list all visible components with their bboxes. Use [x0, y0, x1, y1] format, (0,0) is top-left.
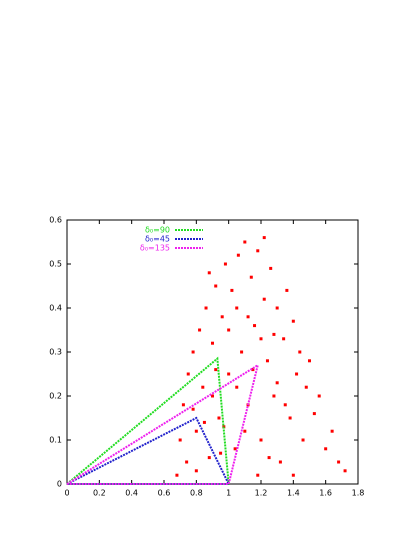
x-tick-label: 0 — [64, 489, 69, 498]
scatter-point — [204, 306, 208, 310]
scatter-point — [219, 451, 223, 455]
scatter-point — [175, 473, 179, 477]
scatter-point — [223, 262, 227, 266]
scatter-point — [235, 306, 239, 310]
scatter-point — [253, 324, 257, 328]
scatter-point — [235, 385, 239, 389]
scatter-point — [304, 385, 308, 389]
line-series — [66, 363, 260, 485]
scatter-point — [262, 297, 266, 301]
scatter-point — [324, 447, 328, 451]
x-tick-label: 0.4 — [125, 489, 138, 498]
scatter-point — [272, 394, 276, 398]
scatter-point — [301, 438, 305, 442]
scatter-point — [343, 469, 347, 473]
line-series — [66, 416, 231, 485]
scatter-point — [275, 381, 279, 385]
legend-label: δ₀=135 — [140, 244, 170, 253]
scatter-point — [295, 372, 299, 376]
scatter-point — [233, 447, 237, 451]
scatter-point — [272, 332, 276, 336]
scatter-point — [317, 394, 321, 398]
scatter-point — [186, 372, 190, 376]
scatter-point — [243, 429, 247, 433]
scatter-point — [211, 394, 214, 398]
scatter-point — [207, 456, 211, 460]
legend-label: δ₀=45 — [145, 235, 170, 244]
scatter-point — [278, 460, 282, 464]
scatter-point — [259, 337, 263, 341]
scatter-point — [194, 429, 198, 433]
y-tick-label: 0.1 — [49, 436, 62, 445]
scatter-point — [291, 473, 295, 477]
y-tick-label: 0.6 — [49, 216, 62, 225]
x-tick-label: 0.8 — [190, 489, 203, 498]
x-tick-label: 0.2 — [93, 489, 106, 498]
scatter-point — [249, 275, 253, 279]
scatter-point — [291, 319, 295, 323]
scatter-point — [246, 315, 250, 319]
x-tick-label: 1.4 — [287, 489, 300, 498]
scatter-point — [211, 341, 214, 345]
scatter-point — [202, 420, 206, 424]
scatter-point — [298, 350, 302, 354]
scatter-point — [201, 385, 205, 389]
scatter-point — [227, 328, 231, 332]
scatter-point — [259, 438, 263, 442]
x-tick-label: 0.6 — [158, 489, 171, 498]
scatter-point — [312, 412, 316, 416]
x-tick-label: 1.8 — [352, 489, 365, 498]
y-tick-label: 0.2 — [49, 392, 62, 401]
scatter-point — [220, 315, 224, 319]
scatter-point — [191, 407, 195, 411]
scatter-point — [283, 403, 287, 407]
scatter-point — [198, 328, 202, 332]
x-tick-label: 1.6 — [319, 489, 332, 498]
scatter-point — [262, 236, 266, 240]
scatter-point — [194, 469, 198, 473]
scatter-point — [227, 372, 231, 376]
scatter-point — [269, 266, 273, 270]
y-tick-label: 0.4 — [49, 304, 62, 313]
scatter-point — [214, 368, 218, 372]
scatter-point — [178, 438, 182, 442]
scatter-point — [308, 359, 311, 363]
scatter-point — [265, 359, 269, 363]
y-tick-label: 0.5 — [49, 260, 62, 269]
scatter-point — [251, 368, 255, 372]
scatter-point — [217, 416, 221, 420]
scatter-point — [275, 306, 279, 310]
y-tick-label: 0.3 — [49, 348, 62, 357]
scatter-point — [191, 350, 195, 354]
scatter-point — [240, 350, 244, 354]
scatter-point — [181, 403, 185, 407]
scatter-point — [285, 288, 289, 292]
scatter-point — [236, 253, 240, 257]
x-tick-label: 1.2 — [255, 489, 268, 498]
scatter-point — [330, 429, 334, 433]
scatter-point — [337, 460, 341, 464]
scatter-point — [267, 456, 271, 460]
scatter-point — [214, 284, 218, 288]
legend-label: δ₀=90 — [145, 226, 170, 235]
scatter-point — [288, 416, 292, 420]
scatter-point — [185, 460, 189, 464]
y-tick-label: 0 — [57, 480, 62, 489]
scatter-point — [256, 473, 260, 477]
scatter-point — [282, 337, 286, 341]
scatter-point — [230, 288, 234, 292]
x-tick-label: 1 — [226, 489, 231, 498]
scatter-point — [256, 249, 260, 253]
scatter-point — [243, 240, 247, 244]
scatter-point — [207, 271, 211, 275]
